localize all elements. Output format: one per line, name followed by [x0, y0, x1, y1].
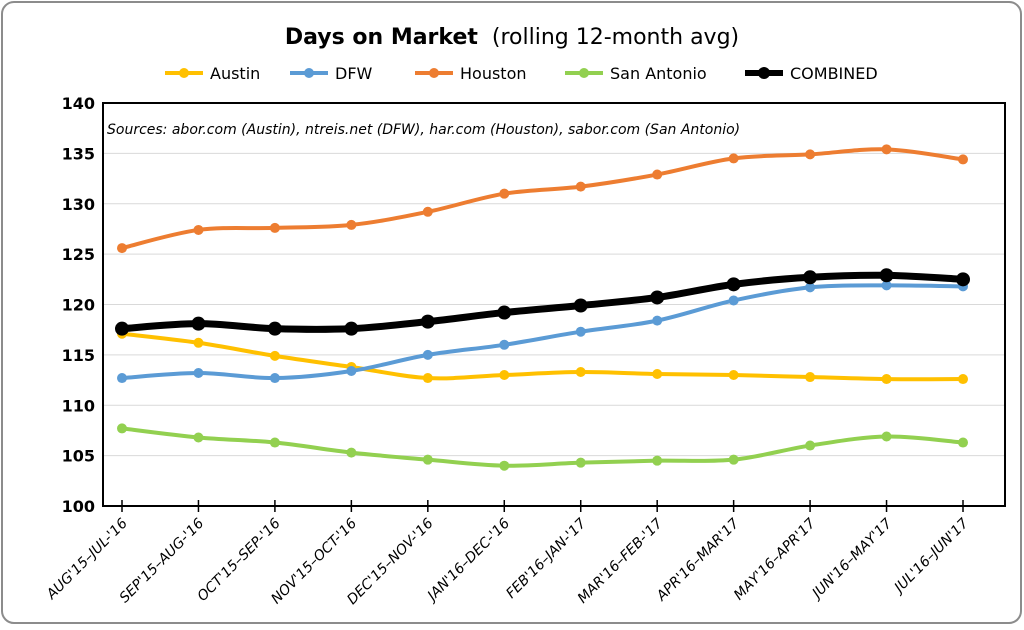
data-point-houston	[805, 149, 816, 160]
data-point-san-antonio	[958, 437, 968, 448]
data-point-combined	[420, 314, 435, 329]
sources-annotation: Sources: abor.com (Austin), ntreis.net (…	[107, 122, 740, 138]
data-point-houston	[958, 154, 968, 165]
legend-marker	[579, 68, 589, 78]
data-point-san-antonio	[728, 454, 739, 465]
chart-title: Days on Market (rolling 12-month avg)	[285, 25, 739, 50]
legend-marker	[304, 68, 314, 78]
y-tick-label: 135	[62, 144, 95, 163]
data-point-houston	[193, 224, 204, 235]
y-tick-label: 100	[62, 497, 95, 516]
data-point-austin	[193, 337, 204, 348]
data-point-austin	[575, 367, 586, 378]
y-tick-label: 120	[62, 296, 95, 315]
data-point-dfw	[269, 373, 280, 384]
legend-marker	[179, 68, 189, 78]
data-point-dfw	[193, 368, 204, 379]
data-point-austin	[728, 370, 739, 381]
data-point-combined	[803, 270, 818, 285]
plot-border	[102, 102, 1006, 507]
data-point-dfw	[499, 339, 510, 350]
y-tick-label: 130	[62, 195, 95, 214]
data-point-austin	[422, 373, 433, 384]
data-point-dfw	[575, 326, 586, 337]
data-point-combined	[573, 298, 588, 313]
data-point-combined	[191, 316, 206, 331]
data-point-houston	[652, 169, 663, 180]
data-point-san-antonio	[346, 447, 357, 458]
data-point-combined	[956, 272, 970, 287]
legend-marker	[758, 67, 770, 79]
data-point-combined	[267, 321, 282, 336]
data-point-austin	[881, 374, 892, 385]
data-point-houston	[575, 181, 586, 192]
y-tick-label: 110	[62, 396, 95, 415]
data-point-combined	[650, 290, 665, 305]
y-tick-label: 105	[62, 447, 95, 466]
data-point-houston	[269, 222, 280, 233]
data-point-austin	[652, 369, 663, 380]
data-point-san-antonio	[652, 455, 663, 466]
data-point-san-antonio	[193, 432, 204, 443]
data-point-austin	[269, 350, 280, 361]
data-point-dfw	[728, 295, 739, 306]
data-point-san-antonio	[499, 460, 510, 471]
data-point-houston	[346, 219, 357, 230]
series-line-dfw	[121, 283, 964, 381]
data-point-san-antonio	[575, 457, 586, 468]
data-point-dfw	[652, 315, 663, 326]
data-point-austin	[805, 372, 816, 383]
data-point-combined	[344, 321, 359, 336]
data-point-houston	[422, 206, 433, 217]
data-point-dfw	[117, 373, 127, 384]
data-point-san-antonio	[881, 431, 892, 442]
legend-label: COMBINED	[790, 64, 878, 83]
series-line-san-antonio	[121, 426, 964, 468]
series-lines	[115, 144, 970, 471]
data-point-austin	[958, 374, 968, 385]
gridlines	[102, 102, 1006, 507]
data-point-combined	[497, 305, 512, 320]
data-point-dfw	[881, 280, 892, 291]
legend-label: Austin	[210, 64, 260, 83]
series-line-austin	[121, 331, 964, 382]
y-tick-label: 115	[62, 346, 95, 365]
legend: Austin DFW Houston San Antonio COMBINED	[165, 64, 878, 83]
data-point-dfw	[346, 365, 357, 376]
series-line-combined	[121, 271, 964, 333]
legend-marker	[429, 68, 439, 78]
data-point-houston	[728, 153, 739, 164]
data-point-san-antonio	[805, 440, 816, 451]
y-axis: 100 105 110 115 120 125 130 135 140	[62, 94, 95, 516]
data-point-combined	[879, 268, 894, 283]
y-tick-label: 125	[62, 245, 95, 264]
legend-label: DFW	[335, 64, 373, 83]
data-point-combined	[115, 321, 129, 336]
series-line-houston	[121, 147, 964, 251]
data-point-dfw	[422, 349, 433, 360]
data-point-san-antonio	[117, 423, 127, 434]
data-point-austin	[499, 370, 510, 381]
legend-label: San Antonio	[610, 64, 707, 83]
y-tick-label: 140	[62, 94, 95, 113]
data-point-san-antonio	[269, 437, 280, 448]
data-point-houston	[117, 243, 127, 254]
data-point-combined	[726, 277, 741, 292]
data-point-houston	[499, 188, 510, 199]
data-point-san-antonio	[422, 454, 433, 465]
data-point-houston	[881, 144, 892, 155]
legend-label: Houston	[460, 64, 527, 83]
data-point-dfw	[805, 282, 816, 293]
